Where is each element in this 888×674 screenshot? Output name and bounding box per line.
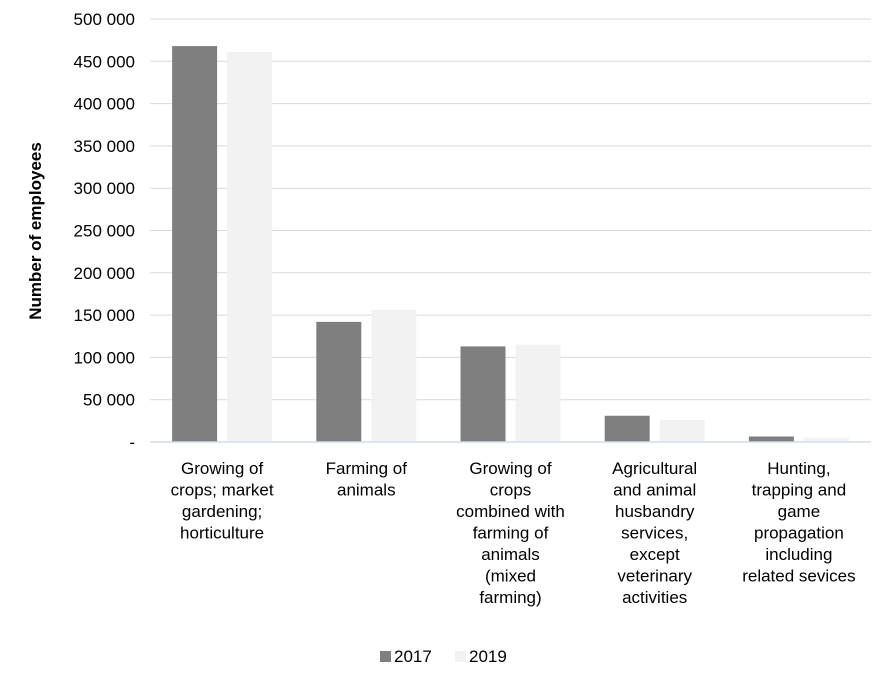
legend-label-2019: 2019: [469, 647, 507, 666]
y-tick-label: 100 000: [74, 348, 135, 367]
legend: 2017 2019: [380, 647, 507, 666]
legend-swatch-2019: [455, 651, 466, 662]
bars: [172, 46, 849, 443]
y-axis-label: Number of employees: [26, 142, 45, 320]
bar-2019: [803, 437, 849, 442]
y-tick-label: 150 000: [74, 306, 135, 325]
bar-2019: [227, 51, 273, 443]
x-axis-category-labels: Growing of crops; market gardening; horticu…: [171, 459, 856, 607]
legend-label-2017: 2017: [394, 647, 432, 666]
y-tick-label: 250 000: [74, 222, 135, 241]
bar-2019: [371, 310, 417, 442]
bar-2019: [515, 344, 561, 442]
y-tick-label: 400 000: [74, 95, 135, 114]
y-tick-label: 450 000: [74, 52, 135, 71]
y-tick-label: 200 000: [74, 264, 135, 283]
y-tick-label: 50 000: [83, 391, 135, 410]
x-category-label: Farming of animals: [326, 459, 408, 500]
bar-2017: [748, 436, 794, 442]
x-category-label: Growing of crops combined with farming of an…: [456, 459, 565, 607]
y-tick-label: -: [129, 433, 135, 452]
y-tick-label: 500 000: [74, 10, 135, 29]
y-axis-tick-labels: - 50 000 100 000 150 000 200 000 250 000 300 0…: [74, 10, 135, 452]
bar-2017: [172, 46, 218, 443]
y-tick-label: 350 000: [74, 137, 135, 156]
x-category-label: Hunting, trapping and game propagation inclu…: [742, 459, 855, 586]
x-category-label: Agricultural and animal husbandry services,…: [612, 459, 697, 607]
bar-2017: [316, 321, 362, 442]
legend-swatch-2017: [380, 651, 391, 662]
y-tick-label: 300 000: [74, 179, 135, 198]
bar-2019: [659, 420, 705, 442]
bar-2017: [460, 346, 506, 442]
bar-2017: [604, 415, 650, 442]
x-category-label: Growing of crops; market gardening; horticu…: [171, 459, 274, 543]
